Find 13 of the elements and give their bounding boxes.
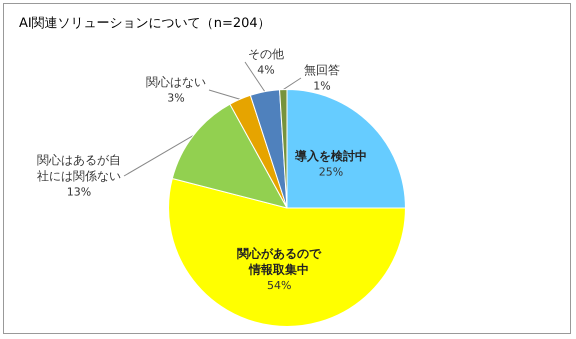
slice-label: その他 (248, 47, 284, 61)
data-label: 13% (66, 186, 92, 198)
data-label: 3% (167, 92, 185, 104)
chart-title: AI関連ソリューションについて（n=204） (19, 16, 271, 31)
slice-label: 導入を検討中 (294, 148, 367, 163)
slice-label: 関心があるので情報取集中 (237, 246, 322, 277)
data-label: 1% (313, 80, 331, 92)
data-label: 4% (257, 64, 275, 76)
data-label: 54% (266, 279, 292, 292)
data-label: 25% (318, 165, 344, 178)
slice-label: 無回答 (304, 63, 340, 77)
slice-label: 関心はあるが自社には関係ない (37, 153, 121, 183)
slice-label: 関心はない (146, 75, 206, 89)
